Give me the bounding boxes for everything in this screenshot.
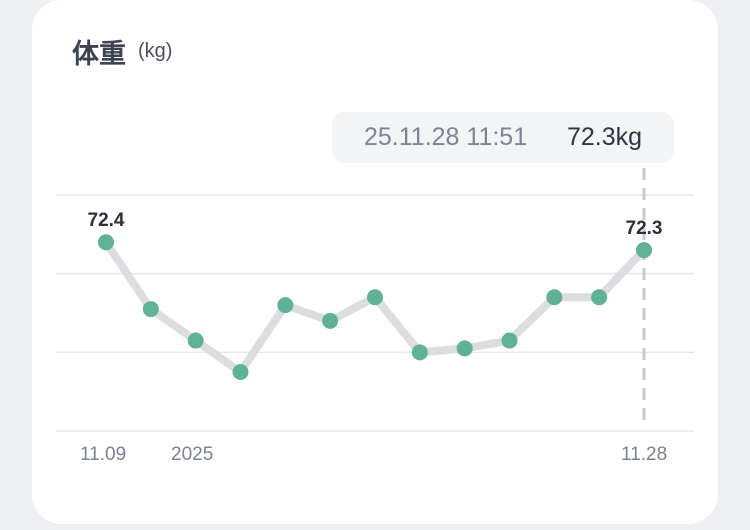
point-labels: 72.4 72.3 [88,210,663,239]
point-value-label: 72.3 [626,218,663,239]
data-point[interactable] [501,332,518,349]
card-title: 体重 [72,39,126,70]
data-point[interactable] [277,297,294,314]
chart-grid [56,194,694,432]
weight-card[interactable] [32,0,718,524]
selected-point-tooltip [332,112,674,163]
data-point[interactable] [232,364,249,380]
tooltip-time: 25.11.28 11:51 [364,123,528,151]
data-point[interactable] [322,312,339,329]
x-label-end: 11.28 [621,444,668,465]
x-label-year: 2025 [171,444,214,465]
tooltip-value: 72.3kg [567,123,643,151]
data-point[interactable] [456,340,473,357]
data-point[interactable] [636,242,652,259]
weight-points[interactable] [98,234,652,380]
point-value-label: 72.4 [88,210,125,231]
data-point[interactable] [367,289,383,306]
data-point[interactable] [411,344,428,361]
card-unit: (kg) [138,40,173,62]
data-point[interactable] [187,332,204,349]
data-point[interactable] [142,301,159,318]
x-label-start: 11.09 [80,444,127,465]
data-point[interactable] [591,289,608,306]
data-point[interactable] [98,234,114,251]
data-point[interactable] [546,289,563,306]
